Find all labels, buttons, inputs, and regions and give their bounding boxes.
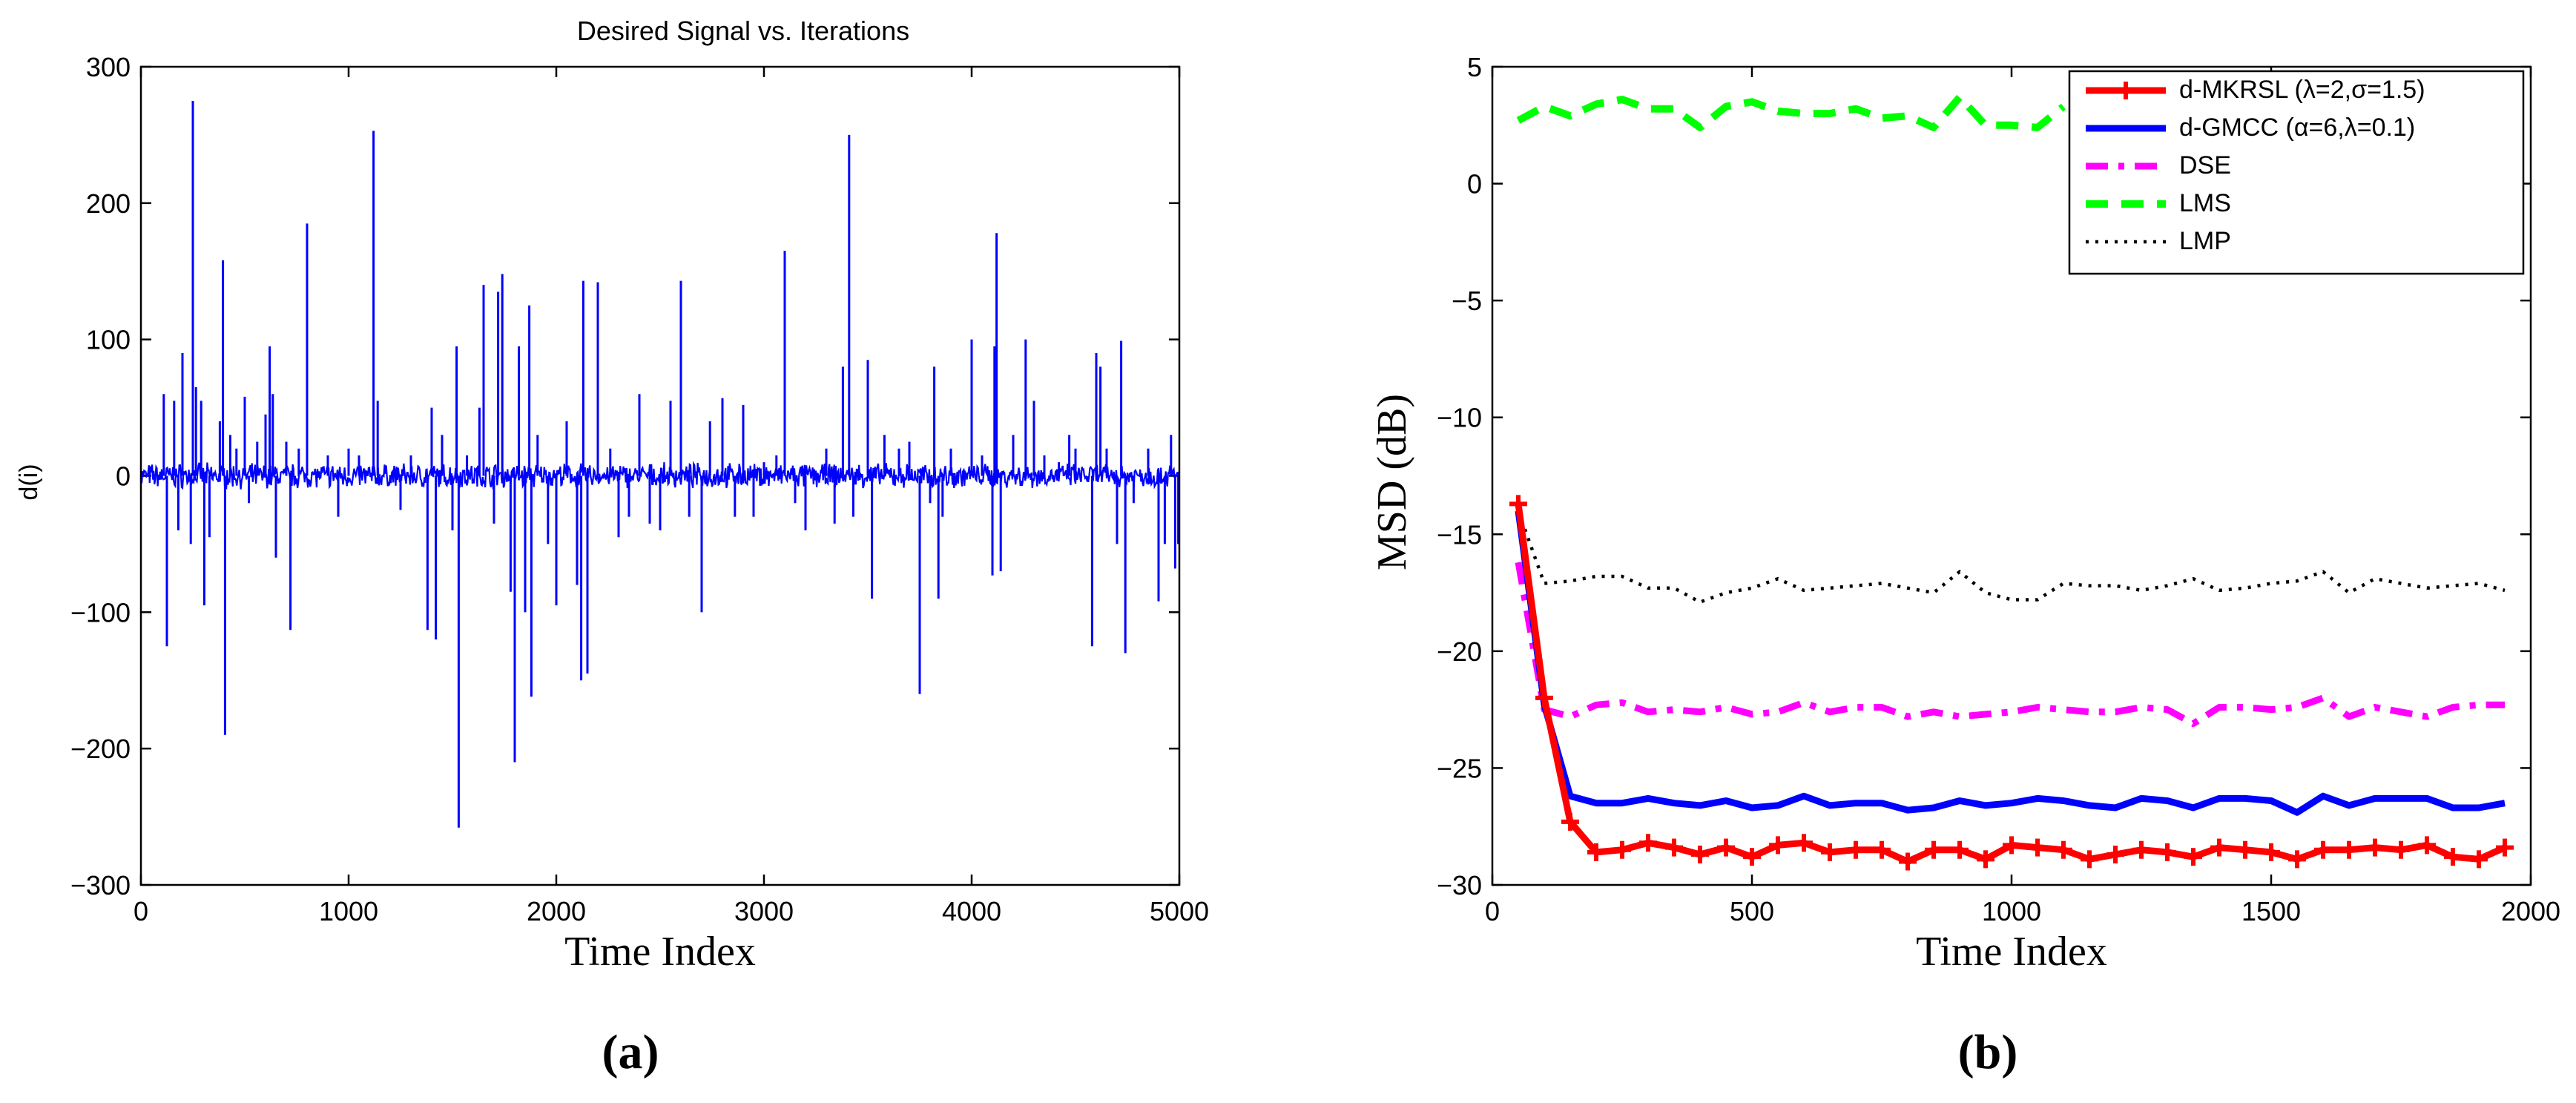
series-marker-plus: [1691, 846, 1709, 864]
chart-0-xtick-label: 5000: [1150, 896, 1209, 926]
panel-label-a: (a): [602, 1025, 659, 1079]
chart-1-ytick-label: −25: [1437, 753, 1482, 783]
series-marker-plus: [2236, 840, 2254, 859]
legend-label-2: DSE: [2179, 151, 2231, 180]
chart-1-xtick-label: 2000: [2501, 896, 2560, 926]
series-marker-plus: [2055, 840, 2072, 859]
series-marker-plus: [1535, 688, 1553, 707]
chart-0-xtick-label: 2000: [527, 896, 586, 926]
series-marker-plus: [1925, 840, 1943, 859]
chart-1-ytick-label: −15: [1437, 519, 1482, 550]
chart-0-xtick-label: 1000: [319, 896, 378, 926]
series-marker-plus: [2314, 840, 2332, 859]
chart-1-ytick-label: −30: [1437, 870, 1482, 900]
series-marker-plus: [2444, 848, 2462, 866]
series-marker-plus: [2262, 843, 2280, 861]
chart-a-plot: [140, 100, 1181, 828]
series-marker-plus: [2106, 846, 2124, 864]
series-marker-plus: [1509, 495, 1527, 513]
chart-0-xtick-label: 3000: [734, 896, 794, 926]
chart-b-axes: 0 500 1000 1500 2000 −30 −25 −20 −15 −10 −5 0 5: [1437, 52, 2560, 926]
series-line-0: [1515, 503, 2506, 865]
series-marker-plus: [1639, 834, 1657, 852]
series-line-1: [1515, 510, 2506, 816]
series-marker-plus: [2132, 840, 2150, 859]
chart-b-ylabel: MSD (dB): [1369, 394, 1415, 570]
chart-0-ytick-label: 300: [86, 52, 131, 82]
chart-1-xtick-label: 500: [1730, 896, 1774, 926]
series-marker-plus: [2470, 850, 2488, 869]
chart-a-axes: 0 1000 2000 3000 4000 5000 −300 −200 −100 0 100 200…: [70, 52, 1209, 926]
legend-label-3: LMS: [2179, 189, 2231, 217]
series-marker-plus: [1795, 834, 1813, 852]
series-marker-plus: [1951, 840, 1969, 859]
series-marker-plus: [2003, 836, 2020, 855]
panel-b: 0 500 1000 1500 2000 −30 −25 −20 −15 −10 −5 0 5 MSD …: [1369, 52, 2560, 1079]
series-marker-plus: [1847, 840, 1865, 859]
chart-1-xtick-label: 1000: [1982, 896, 2041, 926]
series-marker-plus: [2418, 836, 2436, 855]
series-marker-plus: [2081, 850, 2098, 869]
panel-a: Desired Signal vs. Iterations 0 1000 2000 3…: [15, 16, 1209, 1079]
chart-0-xtick-label: 4000: [942, 896, 1001, 926]
series-line-4: [1516, 510, 2506, 604]
chart-0-xtick-label: 0: [134, 896, 148, 926]
chart-b-xlabel: Time Index: [1916, 929, 2107, 975]
series-marker-plus: [2288, 850, 2306, 869]
chart-a-title: Desired Signal vs. Iterations: [577, 16, 909, 46]
series-marker-plus: [1873, 840, 1891, 859]
series-marker-plus: [1613, 840, 1631, 859]
chart-a-frame: [139, 65, 1181, 886]
chart-b-frame: [1491, 65, 2532, 886]
chart-0-ytick-label: −100: [70, 597, 131, 628]
chart-a-xlabel: Time Index: [564, 929, 756, 975]
series-marker-plus: [2210, 838, 2228, 857]
legend-box: [2068, 70, 2525, 275]
chart-0-ytick-label: 0: [116, 461, 131, 492]
series-marker-plus: [1821, 843, 1839, 861]
series-marker-plus: [1665, 838, 1683, 857]
series-marker-plus: [1977, 850, 1994, 869]
panel-label-b: (b): [1958, 1025, 2018, 1079]
series-line-2: [1515, 562, 2505, 728]
series-marker-plus: [1561, 812, 1579, 831]
chart-1-ytick-label: −5: [1452, 286, 1482, 316]
legend-label-1: d-GMCC (α=6,λ=0.1): [2179, 113, 2415, 142]
series-marker-plus: [1743, 848, 1761, 866]
chart-1-xtick-label: 1500: [2241, 896, 2301, 926]
series-marker-plus: [1769, 836, 1787, 855]
chart-1-ytick-label: 0: [1467, 169, 1482, 200]
chart-1-ytick-label: −20: [1437, 636, 1482, 667]
legend-label-0: d-MKRSL (λ=2,σ=1.5): [2179, 76, 2425, 104]
series-marker-plus: [2340, 840, 2358, 859]
series-line-3: [1516, 93, 2066, 131]
series-marker-plus: [2366, 838, 2384, 857]
chart-1-ytick-label: −10: [1437, 403, 1482, 433]
series-marker-plus: [1899, 852, 1917, 871]
chart-b-legend: d-MKRSL (λ=2,σ=1.5) d-GMCC (α=6,λ=0.1) DSE…: [2068, 70, 2525, 275]
chart-0-ytick-label: 200: [86, 188, 131, 219]
series-marker-plus: [2158, 843, 2176, 861]
series-marker-plus: [2029, 838, 2046, 857]
chart-1-ytick-label: 5: [1467, 52, 1482, 82]
chart-0-ytick-label: 100: [86, 325, 131, 355]
legend-label-4: LMP: [2179, 227, 2231, 255]
chart-0-ytick-label: −300: [70, 870, 131, 900]
series-marker-plus: [1717, 838, 1735, 857]
chart-b-plot: [1509, 93, 2514, 871]
series-marker-plus: [2184, 848, 2202, 866]
chart-1-xtick-label: 0: [1485, 896, 1500, 926]
series-marker-plus: [1587, 843, 1605, 861]
chart-a-ylabel: d(i): [15, 464, 43, 500]
series-marker-plus: [2392, 840, 2410, 859]
series-marker-plus: [2496, 838, 2514, 857]
chart-0-ytick-label: −200: [70, 734, 131, 764]
